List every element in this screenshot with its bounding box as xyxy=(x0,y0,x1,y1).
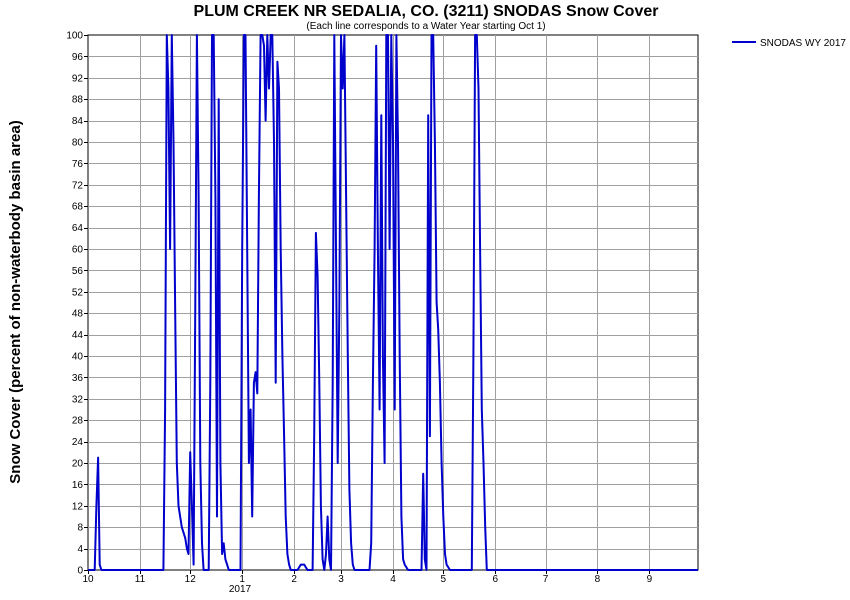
y-tick-label: 56 xyxy=(72,266,84,277)
y-tick-label: 40 xyxy=(72,352,84,363)
x-tick-label: 4 xyxy=(390,574,396,585)
x-tick-label: 10 xyxy=(82,574,94,585)
y-tick-label: 96 xyxy=(72,52,84,63)
x-tick-label: 12 xyxy=(185,574,197,585)
y-tick-label: 0 xyxy=(77,566,83,577)
x-tick-label: 9 xyxy=(647,574,653,585)
y-tick-label: 60 xyxy=(72,245,84,256)
y-axis-label: Snow Cover (percent of non-waterbody bas… xyxy=(7,120,24,483)
y-tick-label: 84 xyxy=(72,116,84,127)
legend-label: SNODAS WY 2017 xyxy=(760,38,846,49)
x-tick-label: 2 xyxy=(291,574,297,585)
y-tick-label: 92 xyxy=(72,73,84,84)
y-tick-label: 12 xyxy=(72,501,84,512)
y-tick-label: 44 xyxy=(72,330,84,341)
y-tick-label: 24 xyxy=(72,437,84,448)
y-tick-label: 72 xyxy=(72,180,84,191)
y-tick-label: 52 xyxy=(72,287,84,298)
x-tick-label: 5 xyxy=(440,574,446,585)
x-tick-label: 6 xyxy=(492,574,498,585)
y-tick-label: 20 xyxy=(72,459,84,470)
y-tick-label: 100 xyxy=(66,31,83,42)
series-lines xyxy=(88,34,698,571)
y-tick-label: 8 xyxy=(77,523,83,534)
x-axis-year-label: 2017 xyxy=(229,584,252,595)
y-tick-label: 16 xyxy=(72,480,84,491)
y-tick-label: 88 xyxy=(72,95,84,106)
y-tick-label: 36 xyxy=(72,373,84,384)
series-line-0 xyxy=(88,34,698,571)
y-tick-label: 76 xyxy=(72,159,84,170)
y-tick-label: 28 xyxy=(72,416,84,427)
y-tick-label: 48 xyxy=(72,309,84,320)
legend: SNODAS WY 2017 xyxy=(732,38,846,49)
x-tick-label: 11 xyxy=(135,574,146,585)
y-tick-label: 32 xyxy=(72,394,84,405)
x-tick-label: 1 xyxy=(239,574,245,585)
axis-ticks: 0481216202428323640444852566064687276808… xyxy=(66,31,652,586)
x-tick-label: 8 xyxy=(595,574,601,585)
y-tick-label: 64 xyxy=(72,223,84,234)
y-tick-label: 68 xyxy=(72,202,84,213)
chart-subtitle: (Each line corresponds to a Water Year s… xyxy=(306,21,545,32)
y-tick-label: 80 xyxy=(72,138,84,149)
y-tick-label: 4 xyxy=(77,544,83,555)
x-tick-label: 3 xyxy=(338,574,344,585)
x-tick-label: 7 xyxy=(543,574,549,585)
chart-title: PLUM CREEK NR SEDALIA, CO. (3211) SNODAS… xyxy=(194,3,659,20)
